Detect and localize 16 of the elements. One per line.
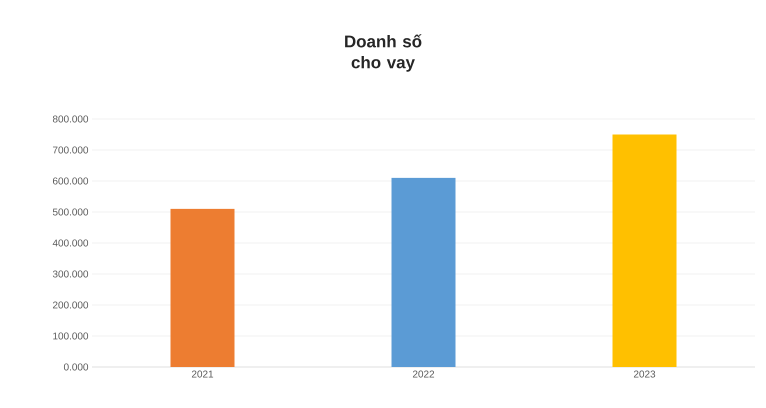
y-tick-label: 100.000: [53, 332, 88, 340]
y-tick-label: 0.000: [64, 363, 88, 371]
bar: [170, 208, 235, 367]
x-tick-label: 2023: [634, 370, 656, 378]
y-tick-label: 700.000: [52, 146, 88, 154]
x-tick-label: 2021: [192, 370, 214, 378]
y-tick-label: 300.000: [52, 270, 88, 278]
bar: [612, 134, 677, 367]
bar: [392, 178, 456, 367]
chart-title: Doanh số cho vay: [345, 34, 422, 72]
y-tick-label: 200.000: [52, 301, 88, 309]
x-tick-label: 2022: [412, 370, 434, 378]
y-tick-label: 400.000: [52, 239, 88, 247]
y-tick-label: 600.000: [52, 177, 88, 185]
y-tick-label: 800.000: [52, 115, 88, 123]
y-tick-label: 500.000: [52, 208, 88, 216]
